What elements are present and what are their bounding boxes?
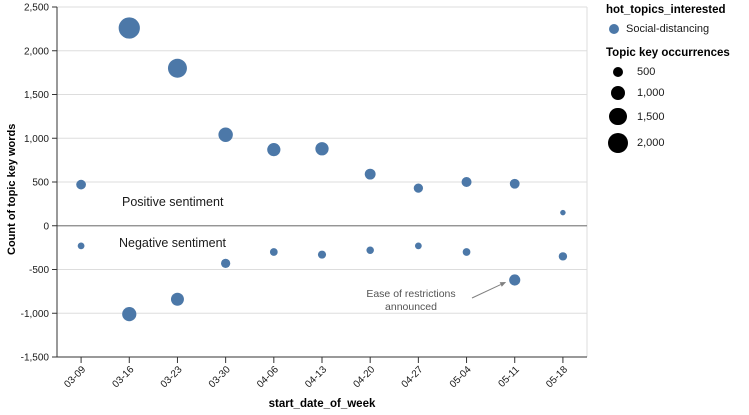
x-tick-label: 04-06 (255, 364, 281, 390)
x-tick-label: 05-18 (544, 364, 570, 390)
legend-size-label: 1,500 (637, 110, 665, 123)
bubble-03-16-positive (118, 17, 140, 39)
annotation-text: Ease of restrictions announced (352, 288, 470, 313)
legend-size-item: 1,000 (606, 86, 730, 101)
bubble-04-20-positive (364, 168, 376, 180)
legend-size-label: 2,000 (637, 137, 665, 150)
y-tick-label: -1,500 (21, 353, 50, 364)
legend-size-swatch (610, 86, 626, 101)
legend-size-swatch-cell (606, 86, 630, 101)
legend-size-label: 1,000 (637, 87, 665, 100)
bubble-05-11-negative (509, 274, 521, 286)
y-tick-label: 1,000 (24, 134, 49, 145)
bubble-03-09-negative (77, 242, 85, 250)
bubble-04-13-positive (315, 142, 329, 156)
legend-color-section: hot_topics_interested Social-distancing (606, 4, 730, 35)
y-tick-label: -1,000 (21, 309, 50, 320)
bubble-03-09-positive (76, 179, 86, 190)
negative-sentiment-label: Negative sentiment (119, 236, 227, 250)
x-tick-label: 04-27 (400, 364, 426, 390)
x-axis-title: start_date_of_week (268, 398, 376, 410)
legend: hot_topics_interested Social-distancing … (606, 4, 730, 165)
bubble-04-06-negative (269, 248, 278, 256)
y-tick-label: 1,500 (24, 90, 49, 101)
bubble-04-06-positive (267, 143, 281, 157)
x-tick-label: 05-11 (497, 364, 523, 390)
legend-size-swatch-cell (606, 133, 630, 154)
bubble-05-04-negative (462, 248, 471, 256)
y-tick-label: -500 (29, 265, 49, 276)
legend-size-section: Topic key occurrences 500 1,000 1,500 2,000 (606, 47, 730, 154)
x-tick-label: 05-04 (448, 364, 474, 390)
bubble-04-20-negative (366, 246, 374, 254)
legend-size-item: 500 (606, 66, 730, 78)
bubble-04-13-negative (317, 250, 327, 259)
positive-sentiment-label: Positive sentiment (122, 195, 224, 209)
y-tick-label: 500 (32, 178, 49, 189)
legend-color-label: Social-distancing (626, 23, 710, 35)
x-tick-label: 03-23 (159, 364, 185, 390)
bubble-03-30-negative (220, 258, 231, 269)
x-tick-label: 03-30 (207, 364, 233, 390)
legend-size-items: 500 1,000 1,500 2,000 (606, 66, 730, 154)
y-tick-label: 2,500 (24, 3, 49, 14)
legend-size-label: 500 (637, 66, 656, 78)
annotation-arrow-line (471, 284, 501, 299)
y-tick-label: 2,000 (24, 46, 49, 57)
y-tick-label: 0 (43, 221, 49, 232)
legend-size-title: Topic key occurrences (606, 47, 730, 59)
bubble-05-11-positive (509, 178, 520, 189)
bubble-03-23-negative (170, 292, 184, 306)
legend-size-item: 2,000 (606, 133, 730, 154)
bubble-05-18-negative (558, 252, 568, 261)
bubble-03-30-positive (218, 127, 233, 142)
legend-size-swatch (613, 67, 623, 77)
legend-size-swatch (608, 133, 628, 154)
legend-color-items: Social-distancing (606, 23, 730, 35)
annotation-line-2: announced (385, 300, 437, 313)
legend-size-swatch-cell (606, 67, 630, 77)
bubble-03-23-positive (167, 58, 187, 78)
bubble-05-04-positive (461, 177, 472, 187)
legend-size-swatch-cell (606, 108, 630, 126)
x-tick-label: 03-16 (111, 364, 137, 390)
legend-size-item: 1,500 (606, 108, 730, 126)
legend-color-swatch (609, 24, 619, 34)
x-tick-label: 04-13 (303, 364, 329, 390)
annotation-arrow-head (499, 282, 507, 287)
bubble-03-16-negative (122, 307, 137, 322)
x-tick-label: 04-20 (351, 364, 377, 390)
x-tick-label: 03-09 (62, 364, 88, 390)
legend-size-swatch (609, 108, 627, 126)
bubble-04-27-negative (414, 242, 422, 250)
y-axis-title: Count of topic key words (6, 123, 18, 255)
legend-color-title: hot_topics_interested (606, 4, 726, 16)
legend-color-item: Social-distancing (606, 23, 730, 35)
annotation-line-1: Ease of restrictions (366, 288, 456, 300)
bubble-04-27-positive (413, 183, 424, 193)
bubble-05-18-positive (560, 209, 566, 216)
